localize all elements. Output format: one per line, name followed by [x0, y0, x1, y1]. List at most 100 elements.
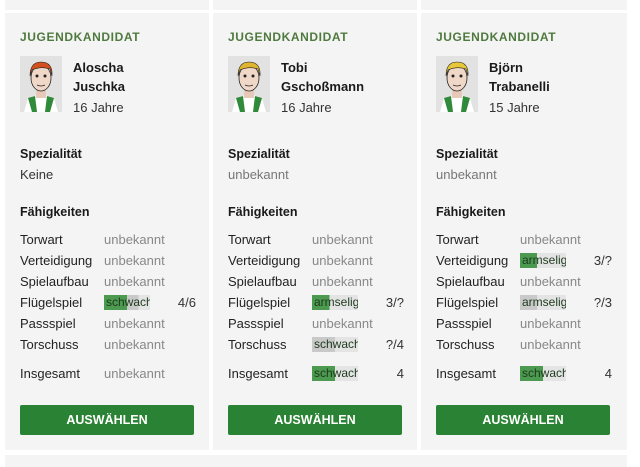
skill-label: Verteidigung: [20, 253, 93, 268]
skill-value: unbekannt: [520, 316, 581, 331]
skill-row: Spielaufbau unbekannt: [228, 274, 404, 292]
skill-row: Torschuss schwach ?/4: [228, 337, 404, 355]
last-name: Juschka: [73, 79, 126, 94]
card-kicker: JUGENDKANDIDAT: [436, 30, 557, 44]
skill-rating: 4: [396, 366, 404, 381]
player-name: Tobi Gschoßmann: [281, 58, 364, 96]
skill-label: Passspiel: [20, 316, 76, 331]
player-name: Aloscha Juschka: [73, 58, 125, 96]
skill-rating: 4/6: [177, 295, 196, 310]
skills-heading: Fähigkeiten: [436, 205, 506, 219]
previous-card-strip: [213, 0, 417, 10]
skill-label: Torschuss: [228, 337, 287, 352]
total-value: unbekannt: [104, 366, 165, 381]
skill-label: Verteidigung: [436, 253, 509, 268]
skill-row: Flügelspiel schwach 4/6: [20, 295, 196, 313]
total-label: Insgesamt: [20, 366, 80, 381]
select-button[interactable]: AUSWÄHLEN: [20, 405, 194, 435]
skill-label: Torwart: [228, 232, 271, 247]
skill-value: unbekannt: [520, 274, 581, 289]
total-row: Insgesamt unbekannt: [20, 366, 196, 384]
youth-candidate-card: JUGENDKANDIDAT Aloscha Juschka 16 Jahre S…: [5, 13, 209, 450]
specialty-heading: Spezialität: [20, 147, 82, 161]
skill-row: Passspiel unbekannt: [228, 316, 404, 334]
skill-value: unbekannt: [104, 253, 165, 268]
skill-row: Passspiel unbekannt: [436, 316, 612, 334]
first-name: Tobi: [281, 60, 308, 75]
total-label: Insgesamt: [436, 366, 496, 381]
next-section-strip: [5, 455, 627, 467]
player-age: 16 Jahre: [281, 100, 332, 115]
select-button[interactable]: AUSWÄHLEN: [228, 405, 402, 435]
specialty-heading: Spezialität: [436, 147, 498, 161]
skill-label: Flügelspiel: [228, 295, 291, 310]
skill-row: Torwart unbekannt: [228, 232, 404, 250]
skill-label: Torwart: [436, 232, 479, 247]
player-age: 16 Jahre: [73, 100, 124, 115]
skill-row: Torschuss unbekannt: [20, 337, 196, 355]
skill-row: Verteidigung unbekannt: [228, 253, 404, 271]
skill-row: Flügelspiel armselig 3/?: [228, 295, 404, 313]
total-row: Insgesamt schwach 4: [436, 366, 612, 384]
youth-candidate-card: JUGENDKANDIDAT Tobi Gschoßmann 16 Jahre S…: [213, 13, 417, 450]
skill-label: Flügelspiel: [436, 295, 499, 310]
skill-rating: 4: [604, 366, 612, 381]
skill-value: unbekannt: [312, 253, 373, 268]
skill-level-bar: schwach: [104, 295, 150, 310]
previous-card-strip: [5, 0, 209, 10]
specialty-value: unbekannt: [436, 167, 497, 182]
skill-value: unbekannt: [312, 274, 373, 289]
total-label: Insgesamt: [228, 366, 288, 381]
skill-level-bar: schwach: [312, 337, 358, 352]
total-row: Insgesamt schwach 4: [228, 366, 404, 384]
youth-candidate-card: JUGENDKANDIDAT Björn Trabanelli 15 Jahre …: [421, 13, 627, 450]
skill-value: unbekannt: [104, 232, 165, 247]
skill-rating: ?/3: [593, 295, 612, 310]
skill-row: Passspiel unbekannt: [20, 316, 196, 334]
skill-label: Torschuss: [20, 337, 79, 352]
skill-label: Torschuss: [436, 337, 495, 352]
skill-value: unbekannt: [104, 337, 165, 352]
skill-row: Spielaufbau unbekannt: [436, 274, 612, 292]
player-avatar: [436, 56, 478, 112]
skill-label: Passspiel: [436, 316, 492, 331]
last-name: Trabanelli: [489, 79, 550, 94]
skill-rating: 3/?: [593, 253, 612, 268]
skill-label: Spielaufbau: [228, 274, 297, 289]
skill-label: Flügelspiel: [20, 295, 83, 310]
skills-heading: Fähigkeiten: [228, 205, 298, 219]
skill-label: Spielaufbau: [20, 274, 89, 289]
card-kicker: JUGENDKANDIDAT: [20, 30, 141, 44]
skill-row: Torschuss unbekannt: [436, 337, 612, 355]
skill-value: unbekannt: [520, 232, 581, 247]
select-button[interactable]: AUSWÄHLEN: [436, 405, 610, 435]
skill-value: unbekannt: [520, 337, 581, 352]
skill-level-bar: armselig: [520, 253, 566, 268]
skill-row: Flügelspiel armselig ?/3: [436, 295, 612, 313]
skill-label: Torwart: [20, 232, 63, 247]
skill-value: unbekannt: [312, 232, 373, 247]
card-kicker: JUGENDKANDIDAT: [228, 30, 349, 44]
skill-row: Verteidigung unbekannt: [20, 253, 196, 271]
first-name: Björn: [489, 60, 523, 75]
player-avatar: [228, 56, 270, 112]
first-name: Aloscha: [73, 60, 124, 75]
skill-label: Passspiel: [228, 316, 284, 331]
skill-row: Spielaufbau unbekannt: [20, 274, 196, 292]
skill-value: unbekannt: [104, 316, 165, 331]
skill-level-bar: armselig: [312, 295, 358, 310]
skill-value: unbekannt: [312, 316, 373, 331]
skills-heading: Fähigkeiten: [20, 205, 90, 219]
skill-label: Verteidigung: [228, 253, 301, 268]
specialty-value: unbekannt: [228, 167, 289, 182]
last-name: Gschoßmann: [281, 79, 365, 94]
skill-value: unbekannt: [104, 274, 165, 289]
skill-level-bar: schwach: [520, 366, 566, 381]
skill-level-bar: armselig: [520, 295, 566, 310]
skill-label: Spielaufbau: [436, 274, 505, 289]
skill-row: Torwart unbekannt: [20, 232, 196, 250]
skill-rating: 3/?: [385, 295, 404, 310]
skill-row: Verteidigung armselig 3/?: [436, 253, 612, 271]
previous-card-strip: [421, 0, 627, 10]
specialty-heading: Spezialität: [228, 147, 290, 161]
